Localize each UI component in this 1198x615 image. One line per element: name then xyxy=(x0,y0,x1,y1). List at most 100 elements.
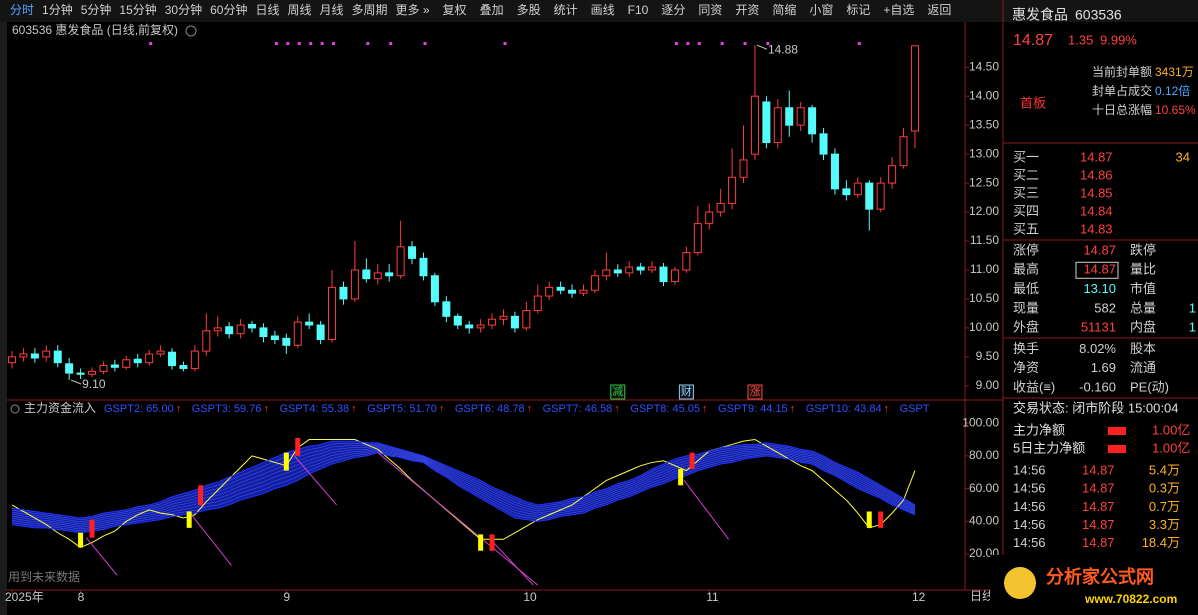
signal-dot xyxy=(309,42,313,45)
candle-body xyxy=(305,321,314,326)
candle-body xyxy=(670,269,679,283)
toolbar-button[interactable]: 返回 xyxy=(927,3,951,17)
quote-text: 10.65% xyxy=(1155,103,1196,117)
candle-body xyxy=(316,324,325,340)
legend-arrow: ↑ xyxy=(527,403,533,415)
quote-text: 14:56 xyxy=(1013,481,1046,496)
signal-dot xyxy=(766,42,770,45)
quote-text: 14.87 xyxy=(1082,517,1115,532)
indicator-icon[interactable] xyxy=(10,404,20,414)
candle-body xyxy=(110,364,119,368)
quote-text: 跌停 xyxy=(1130,242,1156,257)
legend-entry: GSPT9: 44.15 xyxy=(718,403,788,415)
toolbar-button[interactable]: 5分钟 xyxy=(81,2,112,17)
quote-text: 1.00亿 xyxy=(1152,422,1190,437)
toolbar-button[interactable]: 15分钟 xyxy=(119,2,156,17)
signal-dot xyxy=(366,42,370,45)
quote-text: 603536 xyxy=(1075,7,1122,23)
left-strip xyxy=(0,22,7,615)
band-stripe xyxy=(11,446,916,524)
candle-body xyxy=(728,176,737,204)
toolbar-button[interactable]: 开资 xyxy=(735,3,759,17)
toolbar-button[interactable]: 月线 xyxy=(320,3,344,17)
candle-body xyxy=(362,269,371,280)
quote-text: 14.83 xyxy=(1080,221,1113,236)
y-tick-label: 11.00 xyxy=(970,262,999,276)
quote-text: 量比 xyxy=(1130,262,1156,277)
candle-body xyxy=(236,324,245,335)
event-marker[interactable] xyxy=(747,384,763,400)
signal-bar xyxy=(489,534,495,551)
toolbar-button[interactable]: 周线 xyxy=(287,3,311,17)
legend-arrow: ↑ xyxy=(702,403,708,415)
toolbar-button[interactable]: 日线 xyxy=(255,3,279,17)
toolbar-button[interactable]: 叠加 xyxy=(480,3,504,17)
candle-body xyxy=(248,323,257,329)
signal-dot xyxy=(274,42,278,45)
toolbar-button[interactable]: 60分钟 xyxy=(210,2,247,17)
toolbar-button[interactable]: 多股 xyxy=(517,3,541,17)
toolbar-button[interactable]: 统计 xyxy=(554,3,578,17)
toolbar-button[interactable]: 分时 xyxy=(10,3,34,17)
toolbar-button[interactable]: 小窗 xyxy=(809,3,833,17)
watermark-logo xyxy=(1004,567,1036,599)
quote-text: 当前封单额 xyxy=(1092,64,1152,79)
quote-text: 14.87 xyxy=(1082,481,1115,496)
toolbar-button[interactable]: 同资 xyxy=(698,3,722,17)
y-tick-label: 14.50 xyxy=(969,59,999,73)
toolbar-button[interactable]: 多周期 xyxy=(352,3,388,17)
toolbar-button[interactable]: 标记 xyxy=(846,3,870,17)
watermark-title: 分析家公式网 xyxy=(1046,566,1154,587)
quote-text: 14.87 xyxy=(1013,32,1053,49)
indicator-note: 用到未来数据 xyxy=(8,569,80,584)
candle-body xyxy=(430,275,439,303)
header-icon[interactable] xyxy=(185,25,197,37)
candle-body xyxy=(888,165,897,184)
signal-line xyxy=(377,452,539,586)
y-tick-label: 10.00 xyxy=(969,320,999,334)
signal-bar xyxy=(186,511,192,528)
toolbar-button[interactable]: F10 xyxy=(628,3,649,17)
toolbar-button[interactable]: 1分钟 xyxy=(42,2,73,17)
toolbar-button[interactable]: 画线 xyxy=(591,3,615,17)
toolbar-button[interactable]: 逐分 xyxy=(661,3,685,17)
event-marker[interactable] xyxy=(678,384,694,400)
signal-dot xyxy=(297,42,301,45)
candle-body xyxy=(202,330,211,352)
legend-arrow: ↑ xyxy=(176,403,182,415)
legend-arrow: ↑ xyxy=(439,403,445,415)
candle-body xyxy=(156,350,165,355)
candle-body xyxy=(579,289,588,294)
candle-body xyxy=(225,326,234,335)
event-marker[interactable] xyxy=(610,384,626,400)
quote-text: 十日总涨幅 xyxy=(1092,102,1152,117)
quote-text: 14.86 xyxy=(1080,167,1113,182)
legend-entry: GSPT7: 46.58 xyxy=(543,403,613,415)
candle-body xyxy=(8,356,16,364)
toolbar-button[interactable]: 简缩 xyxy=(772,2,796,17)
x-tick-label: 2025年 xyxy=(5,590,44,604)
signal-dot xyxy=(423,42,427,45)
quote-text: 14.87 xyxy=(1082,462,1115,477)
quote-text: 0.3万 xyxy=(1149,481,1180,496)
event-label: 减 xyxy=(612,385,623,398)
toolbar-button[interactable]: 更多 » xyxy=(396,3,430,17)
quote-text: 流通 xyxy=(1130,360,1156,375)
toolbar xyxy=(0,0,1198,22)
toolbar-button[interactable]: +自选 xyxy=(883,3,914,17)
quote-text: 1 xyxy=(1189,300,1196,315)
x-tick-label: 9 xyxy=(283,590,290,604)
candle-body xyxy=(556,286,565,291)
signal-dot xyxy=(389,42,393,45)
signal-line xyxy=(191,514,232,566)
y-tick-label: 13.00 xyxy=(969,146,999,160)
toolbar-button[interactable]: 30分钟 xyxy=(165,2,202,17)
signal-bar xyxy=(295,437,301,456)
legend-entry: GSPT8: 45.05 xyxy=(630,403,700,415)
candle-body xyxy=(476,324,485,329)
band-stripe xyxy=(11,445,916,522)
toolbar-button[interactable]: 复权 xyxy=(443,3,467,17)
legend-arrow: ↑ xyxy=(790,403,796,415)
candle-body xyxy=(133,358,142,364)
